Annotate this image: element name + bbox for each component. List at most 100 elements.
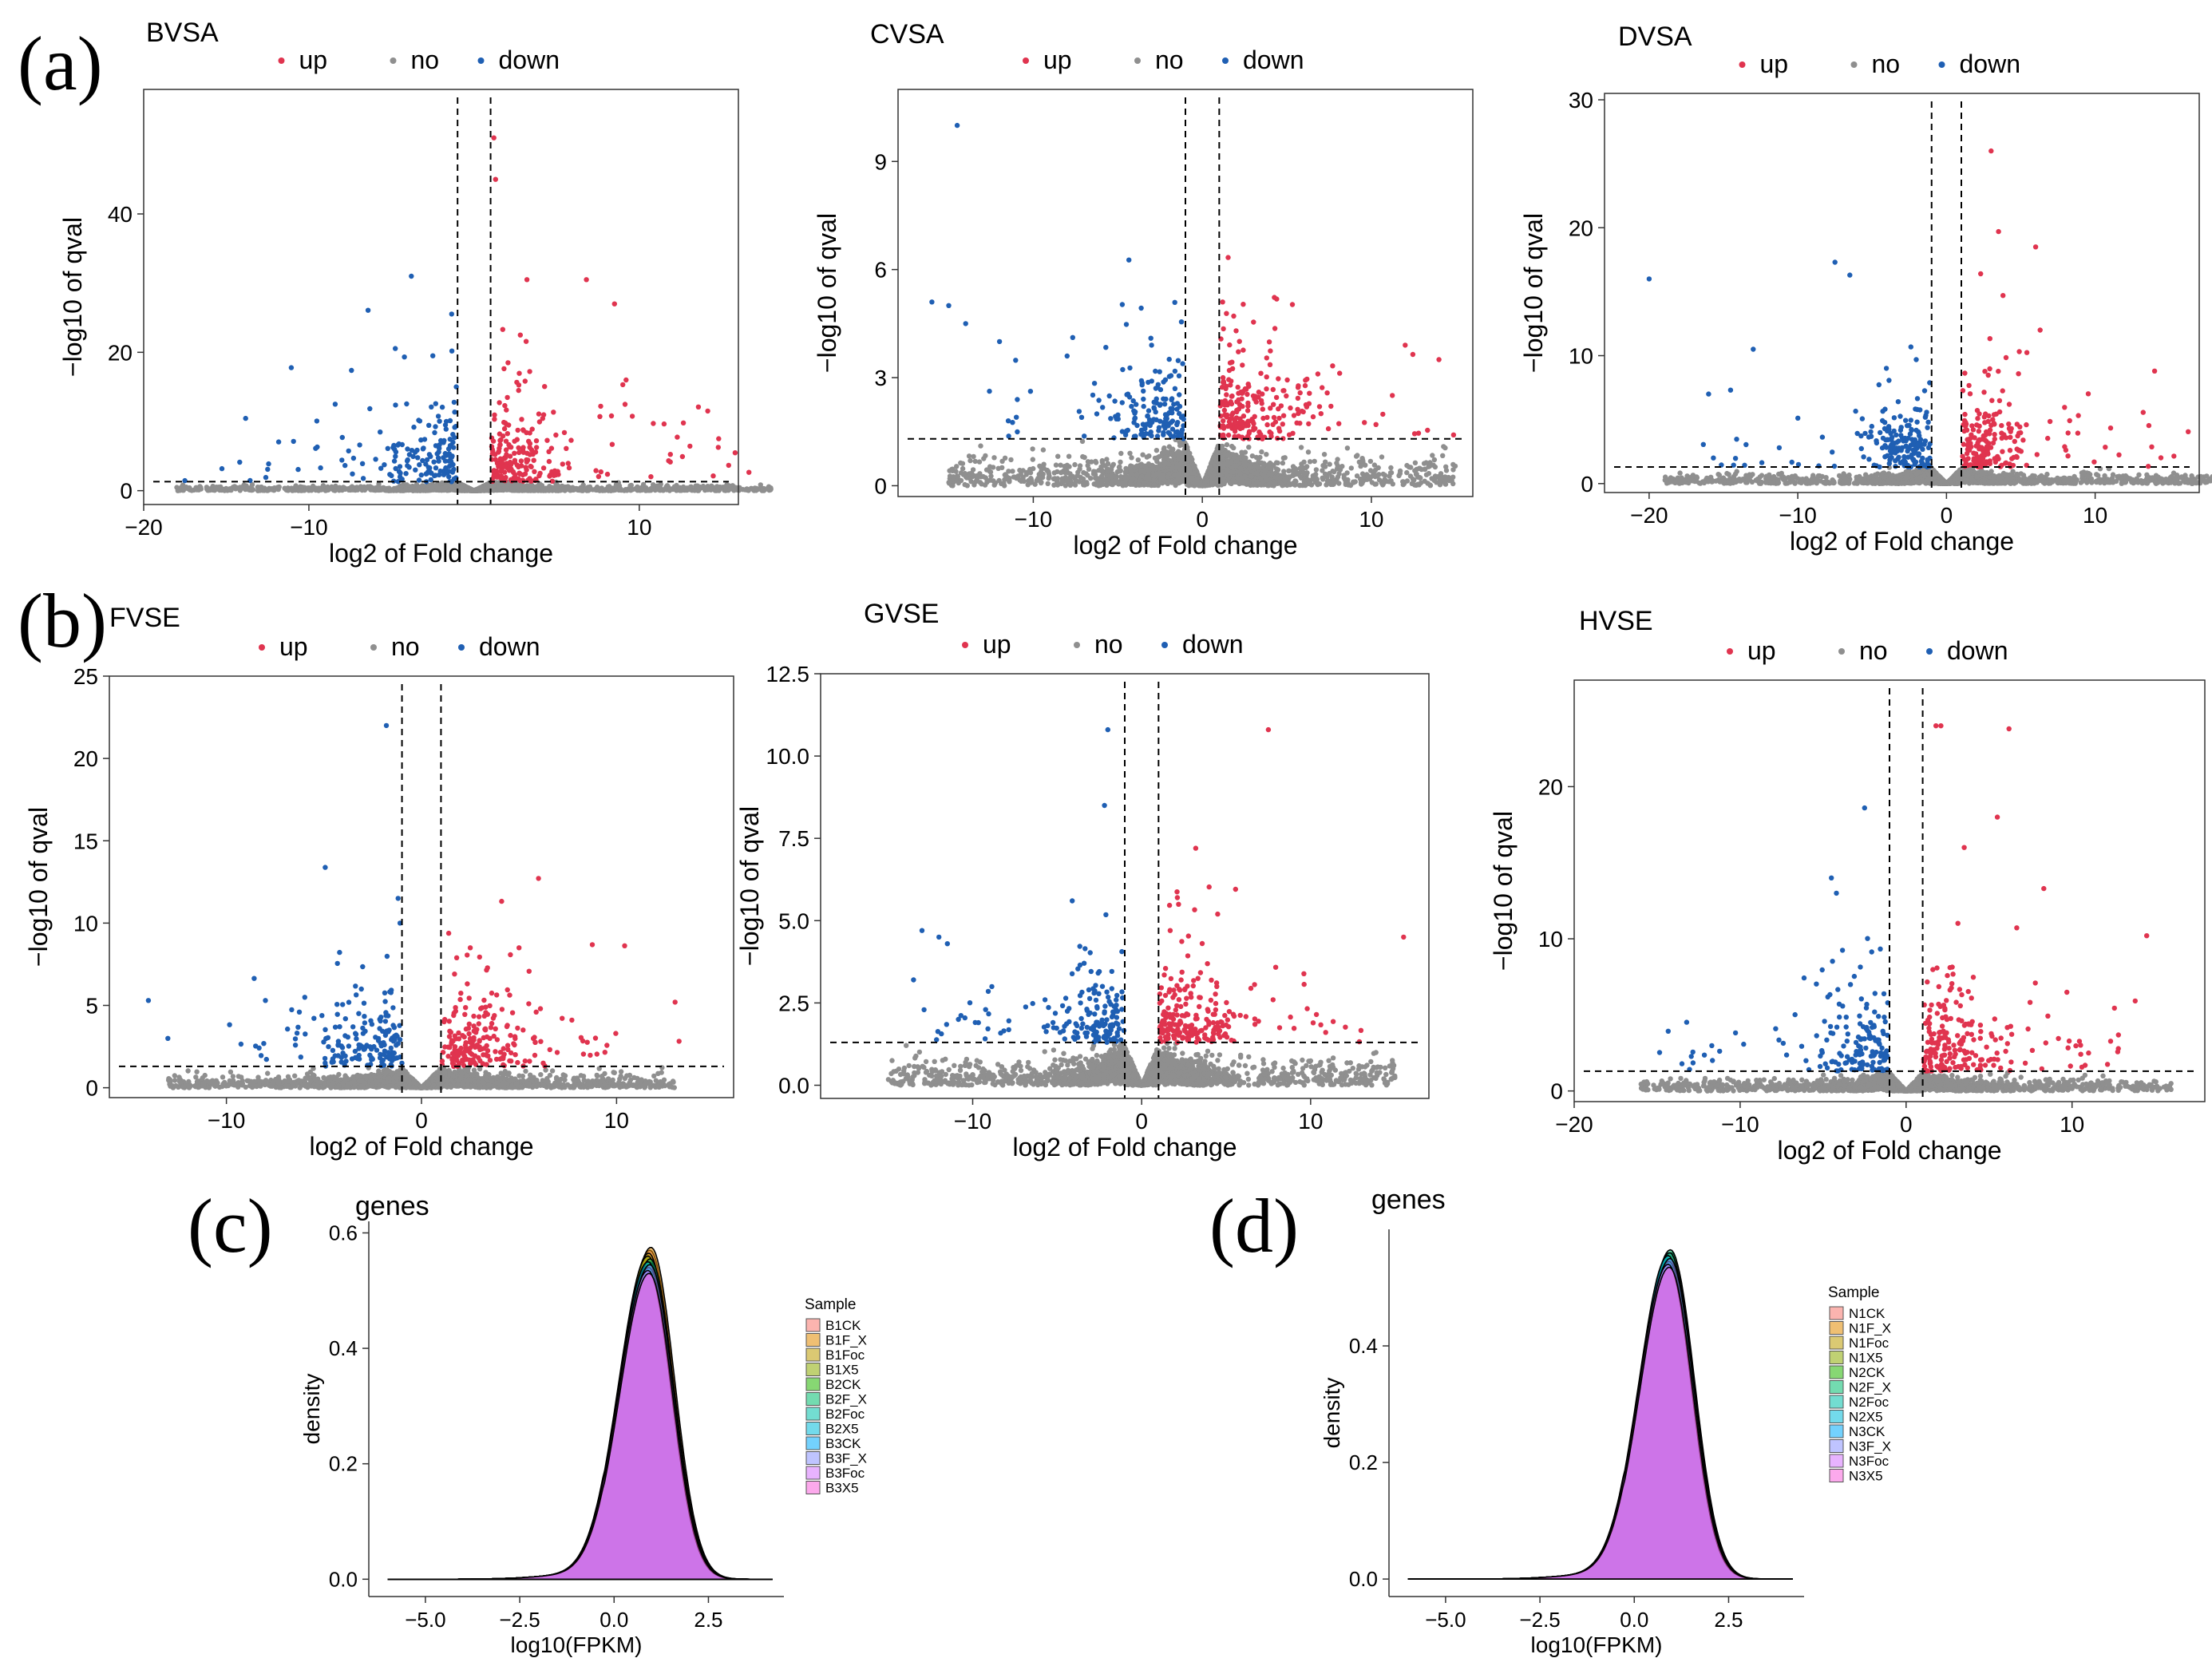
data-point bbox=[1089, 459, 1094, 465]
data-point bbox=[671, 484, 678, 489]
data-point bbox=[485, 484, 491, 489]
data-point bbox=[1320, 477, 1326, 482]
data-point bbox=[520, 485, 525, 490]
data-point bbox=[546, 458, 552, 465]
y-axis-label: −log10 of qval bbox=[58, 217, 87, 377]
data-point bbox=[547, 473, 552, 479]
data-point bbox=[1442, 481, 1448, 487]
data-point bbox=[1280, 460, 1286, 466]
data-point bbox=[1099, 469, 1105, 474]
data-point bbox=[1348, 465, 1355, 471]
data-point bbox=[323, 488, 328, 493]
data-point bbox=[432, 483, 437, 489]
data-point bbox=[1372, 481, 1378, 487]
data-point bbox=[526, 438, 532, 444]
data-point bbox=[506, 467, 512, 473]
data-point bbox=[189, 488, 195, 493]
data-point bbox=[428, 453, 433, 459]
data-point bbox=[624, 488, 630, 493]
data-point bbox=[503, 438, 509, 444]
data-point bbox=[1118, 450, 1124, 457]
data-point bbox=[335, 486, 342, 493]
data-point bbox=[516, 387, 521, 394]
data-point bbox=[650, 485, 655, 490]
data-point bbox=[180, 482, 186, 488]
data-point bbox=[651, 421, 656, 426]
data-point bbox=[536, 411, 542, 417]
data-point bbox=[391, 458, 398, 464]
data-point bbox=[451, 399, 457, 406]
data-point bbox=[449, 348, 455, 354]
data-point bbox=[265, 488, 271, 493]
data-point bbox=[645, 488, 651, 493]
data-point bbox=[1427, 482, 1433, 488]
data-point bbox=[549, 469, 555, 475]
data-point bbox=[314, 418, 320, 424]
data-point bbox=[339, 434, 345, 441]
data-point bbox=[511, 485, 516, 492]
data-point bbox=[354, 487, 361, 493]
data-point bbox=[623, 377, 629, 383]
data-point bbox=[687, 487, 692, 493]
data-point bbox=[176, 487, 182, 493]
data-point bbox=[250, 487, 255, 493]
data-point bbox=[501, 425, 508, 432]
data-point bbox=[452, 410, 457, 415]
data-point bbox=[447, 443, 453, 449]
data-point bbox=[440, 485, 445, 492]
data-point bbox=[420, 446, 426, 452]
data-point bbox=[1305, 449, 1312, 455]
data-point bbox=[1086, 466, 1092, 472]
data-point bbox=[450, 487, 456, 493]
data-point bbox=[505, 431, 510, 437]
data-point bbox=[415, 455, 421, 461]
data-point bbox=[675, 434, 680, 440]
data-point bbox=[400, 488, 406, 493]
data-point bbox=[1421, 461, 1427, 466]
legend-label-down: down bbox=[499, 46, 560, 74]
data-point bbox=[1426, 470, 1432, 477]
data-point bbox=[565, 461, 571, 466]
data-point bbox=[667, 452, 673, 457]
data-point bbox=[1273, 460, 1280, 465]
data-point bbox=[519, 417, 524, 422]
data-point bbox=[628, 482, 634, 489]
data-point bbox=[1153, 448, 1160, 453]
data-point bbox=[393, 453, 398, 459]
data-point bbox=[520, 472, 526, 478]
data-point bbox=[523, 465, 528, 470]
data-point bbox=[461, 482, 466, 489]
data-point bbox=[622, 402, 628, 407]
data-point bbox=[978, 443, 983, 449]
data-point bbox=[565, 484, 571, 489]
data-point bbox=[417, 418, 423, 424]
data-point bbox=[1259, 449, 1264, 455]
data-point bbox=[1307, 459, 1313, 465]
data-point bbox=[1077, 463, 1083, 469]
data-point bbox=[991, 455, 997, 461]
data-point bbox=[1313, 472, 1319, 477]
data-point bbox=[716, 436, 722, 441]
legend-dot-down bbox=[1222, 57, 1229, 64]
legend-label-no: no bbox=[1155, 46, 1184, 74]
data-point bbox=[395, 442, 401, 448]
data-point bbox=[433, 401, 438, 406]
data-point bbox=[439, 404, 445, 410]
data-point bbox=[275, 485, 282, 490]
data-point bbox=[367, 484, 373, 489]
data-point bbox=[450, 468, 456, 474]
data-point bbox=[512, 476, 519, 481]
data-point bbox=[1257, 454, 1263, 461]
data-point bbox=[243, 415, 248, 421]
data-point bbox=[1127, 450, 1133, 456]
data-point bbox=[405, 446, 410, 452]
data-point bbox=[315, 444, 320, 450]
legend-label-no: no bbox=[411, 46, 440, 74]
data-point bbox=[443, 418, 449, 425]
data-point bbox=[1363, 462, 1368, 468]
data-point bbox=[533, 438, 540, 444]
data-point bbox=[437, 418, 442, 424]
data-point bbox=[1380, 471, 1387, 477]
data-point bbox=[1323, 459, 1328, 465]
data-point bbox=[754, 486, 761, 493]
